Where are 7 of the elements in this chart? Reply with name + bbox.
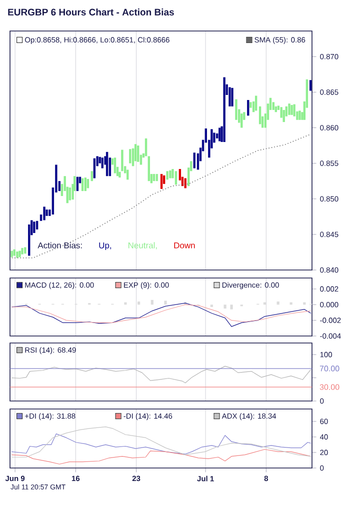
text: Up, [99, 242, 112, 250]
ref-line-label: 30.00 [320, 384, 340, 390]
ref-line-label: 70.00 [320, 366, 340, 372]
text: Down [174, 242, 195, 248]
text: Neutral, [128, 242, 157, 250]
chart-title: EURGBP 6 Hours Chart - Action Bias [8, 8, 174, 16]
legend-title: Action Bias: [38, 242, 82, 248]
